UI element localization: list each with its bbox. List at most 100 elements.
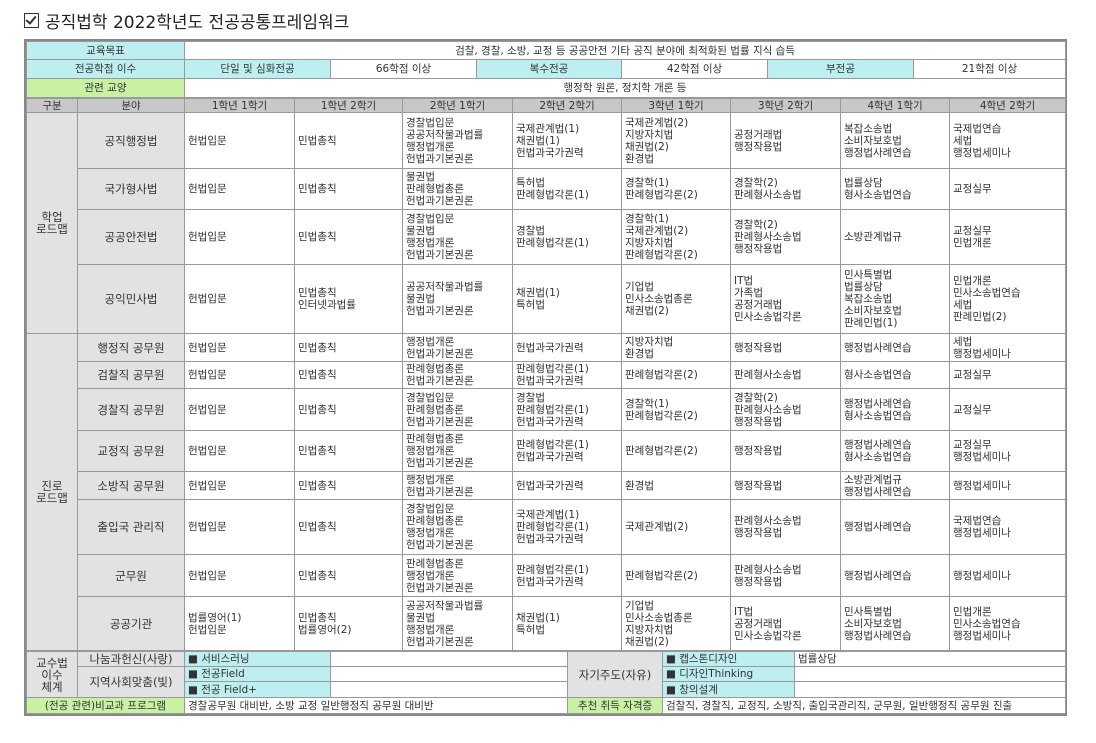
table-row: 교정직 공무원 헌법입문 민법총칙 판례형법총론 행정법개론 헌법과기본권론 판례형법각… xyxy=(27,430,1066,472)
table-row: 군무원 헌법입문 민법총칙 판례형법총론 행정법개론 헌법과기본권론 판례형법각론(1)… xyxy=(27,554,1066,597)
course-cell: 판례형법각론(2) xyxy=(621,430,731,472)
minor-value: 21학점 이상 xyxy=(913,59,1066,79)
table-row: 공공기관 법률영어(1) 헌법입문 민법총칙 법률영어(2) 공공저작물과법률 물권법… xyxy=(27,596,1066,651)
course-cell: 교정실무 xyxy=(949,388,1066,431)
course-cell: 행정작용법 xyxy=(730,333,841,362)
course-cell: 판례형법총론 행정법개론 헌법과기본권론 xyxy=(402,554,513,597)
table-row: 공공안전법 헌법입문 민법총칙 경찰법입문 물권법 행정법개론 헌법과기본권론 경찰법 … xyxy=(27,209,1066,265)
course-cell: 경찰법 판례형법각론(1) 헌법과국가권력 xyxy=(512,388,622,431)
self-note: 법률상담 xyxy=(794,651,1066,667)
course-cell: 행정법사례연습 xyxy=(840,554,950,597)
course-cell: 헌법과국가권력 xyxy=(512,333,622,362)
course-cell: 형사소송법연습 xyxy=(840,361,950,389)
liberal-value: 행정학 원론, 정치학 개론 등 xyxy=(184,78,1066,98)
credit-label: 전공학점 이수 xyxy=(26,59,185,79)
field-label: 공직행정법 xyxy=(77,112,185,169)
course-cell: 행정법사례연습 형사소송법연습 xyxy=(840,430,950,472)
group-label: 진로 로드맵 xyxy=(26,333,78,651)
method-system-label: 교수법 이수 체계 xyxy=(26,651,78,698)
course-cell: 헌법입문 xyxy=(184,264,295,334)
course-cell: 행정법사례연습 형사소송법연습 xyxy=(840,388,950,431)
course-cell: 소방관계법규 xyxy=(840,209,950,265)
course-cell: 경찰학(1) 판례형법각론(2) xyxy=(621,168,731,210)
empty-cell xyxy=(794,666,1066,682)
field-label: 출입국 관리직 xyxy=(77,499,185,555)
column-header: 분야 xyxy=(77,98,185,113)
course-cell: 국제관계법(2) 지방자치법 채권법(2) 환경법 xyxy=(621,112,731,169)
course-cell: 국제법연습 행정법세미나 xyxy=(949,499,1066,555)
course-cell: 경찰학(2) 판례형사소송법 행정작용법 xyxy=(730,388,841,431)
course-cell: 헌법입문 xyxy=(184,388,295,431)
self-directed-label: 자기주도(자유) xyxy=(567,651,663,698)
goal-label: 교육목표 xyxy=(26,41,185,60)
column-header: 2학년 1학기 xyxy=(402,98,513,113)
course-cell: 행정법세미나 xyxy=(949,471,1066,500)
course-cell: 헌법입문 xyxy=(184,361,295,389)
course-cell: 판례형법총론 헌법과기본권론 xyxy=(402,361,513,389)
method-table: 교수법 이수 체계 나눔과헌신(사랑) 서비스러닝 자기주도(자유) 캡스톤디자… xyxy=(26,651,1066,714)
roadmap-table: 구분 분야 1학년 1학기 1학년 2학기 2학년 1학기 2학년 2학기 3학년 1학기 3… xyxy=(26,98,1066,651)
course-cell: 행정작용법 xyxy=(730,430,841,472)
course-cell: 민법총칙 xyxy=(294,333,403,362)
sharing-label: 나눔과헌신(사랑) xyxy=(77,651,185,667)
table-row: 공익민사법 헌법입문 민법총칙 인터넷과법률 공공저작물과법률 물권법 헌법과기본권론… xyxy=(27,264,1066,334)
course-cell: 국제법연습 세법 행정법세미나 xyxy=(949,112,1066,169)
table-row: 학업 로드맵 공직행정법 헌법입문 민법총칙 경찰법입문 공공저작물과법률 행정법개론 … xyxy=(26,112,1066,334)
course-cell: 판례형법각론(2) xyxy=(621,361,731,389)
course-cell: 민법총칙 xyxy=(294,388,403,431)
double-major-value: 42학점 이상 xyxy=(621,59,768,79)
course-cell: 민법총칙 xyxy=(294,499,403,555)
group-label: 학업 로드맵 xyxy=(26,112,78,334)
course-cell: 헌법입문 xyxy=(184,499,295,555)
sharing-item: 서비스러닝 xyxy=(184,651,331,667)
course-cell: 행정법사례연습 xyxy=(840,499,950,555)
empty-cell xyxy=(330,651,568,667)
course-cell: IT법 가족법 공정거래법 민사소송법각론 xyxy=(730,264,841,334)
course-cell: 민사특별법 소비자보호법 행정법사례연습 xyxy=(840,596,950,651)
course-cell: 헌법입문 xyxy=(184,168,295,210)
field-label: 소방직 공무원 xyxy=(77,471,185,500)
field-label: 군무원 xyxy=(77,554,185,597)
title-text: 공직법학 2022학년도 전공공통프레임워크 xyxy=(45,13,350,33)
course-cell: 민법총칙 xyxy=(294,112,403,169)
course-cell: 경찰법입문 공공저작물과법률 행정법개론 헌법과기본권론 xyxy=(402,112,513,169)
course-cell: 특허법 판례형법각론(1) xyxy=(512,168,622,210)
field-label: 경찰직 공무원 xyxy=(77,388,185,431)
course-cell: 민법개론 민사소송법연습 세법 판례민법(2) xyxy=(949,264,1066,334)
course-cell: 헌법입문 xyxy=(184,333,295,362)
course-cell: 헌법과국가권력 xyxy=(512,471,622,500)
minor-label: 부전공 xyxy=(767,59,914,79)
course-cell: 민법총칙 xyxy=(294,471,403,500)
course-cell: 헌법입문 xyxy=(184,112,295,169)
single-major-value: 66학점 이상 xyxy=(330,59,477,79)
course-cell: 행정법사례연습 xyxy=(840,333,950,362)
table-row: 경찰직 공무원 헌법입문 민법총칙 경찰법입문 판례형법총론 헌법과기본권론 경찰법 판… xyxy=(27,388,1066,431)
table-row: 출입국 관리직 헌법입문 민법총칙 경찰법입문 판례형법총론 행정법개론 헌법과기본권… xyxy=(27,499,1066,555)
course-cell: 판례형사소송법 xyxy=(730,361,841,389)
column-header: 4학년 2학기 xyxy=(949,98,1066,113)
double-major-label: 복수전공 xyxy=(476,59,622,79)
course-cell: 판례형법각론(1) 헌법과국가권력 xyxy=(512,361,622,389)
course-cell: 경찰학(2) 판례형사소송법 행정작용법 xyxy=(730,209,841,265)
course-cell: 공정거래법 행정작용법 xyxy=(730,112,841,169)
course-cell: 헌법입문 xyxy=(184,554,295,597)
table-row: 국가형사법 헌법입문 민법총칙 물권법 판례형법총론 헌법과기본권론 특허법 판례형법각… xyxy=(27,168,1066,210)
course-cell: 행정법개론 헌법과기본권론 xyxy=(402,471,513,500)
course-cell: 행정법개론 헌법과기본권론 xyxy=(402,333,513,362)
course-cell: 채권법(1) 특허법 xyxy=(512,596,622,651)
table-row: 소방직 공무원 헌법입문 민법총칙 행정법개론 헌법과기본권론 헌법과국가권력 환경법 행정… xyxy=(27,471,1066,500)
course-cell: 헌법입문 xyxy=(184,471,295,500)
course-cell: 경찰법 판례형법각론(1) xyxy=(512,209,622,265)
certificate-value: 검찰직, 경찰직, 교정직, 소방직, 출입국관리직, 군무원, 일반행정직 공… xyxy=(662,697,1066,714)
column-header: 1학년 1학기 xyxy=(184,98,295,113)
course-cell: 민법총칙 xyxy=(294,430,403,472)
course-cell: 민법총칙 xyxy=(294,361,403,389)
course-cell: 지방자치법 환경법 xyxy=(621,333,731,362)
course-cell: 교정실무 xyxy=(949,168,1066,210)
column-header: 구분 xyxy=(26,98,78,113)
course-cell: 교정실무 xyxy=(949,361,1066,389)
checkbox-icon xyxy=(24,13,39,28)
course-cell: 판례형법각론(1) 헌법과국가권력 xyxy=(512,430,622,472)
column-header: 3학년 2학기 xyxy=(730,98,841,113)
course-cell: 민법총칙 xyxy=(294,209,403,265)
